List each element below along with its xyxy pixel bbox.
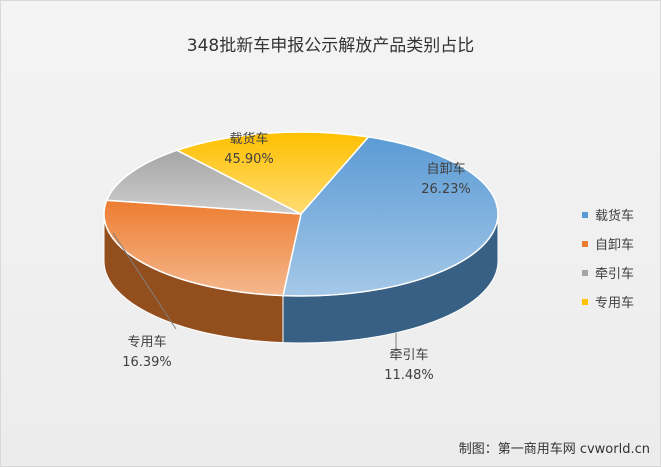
pie-slice-自卸车 <box>103 199 302 297</box>
data-label-name-牵引车: 牵引车 <box>389 347 428 363</box>
pie-slice-牵引车 <box>105 149 302 215</box>
legend: 载货车自卸车牵引车专用车 <box>582 200 634 316</box>
legend-swatch <box>582 240 588 247</box>
source-note: 制图：第一商用车网 cvworld.cn <box>458 442 650 457</box>
legend-label: 载货车 <box>595 209 635 224</box>
data-label-value-牵引车: 11.48% <box>384 368 434 383</box>
leader-line-专用车 <box>112 232 177 330</box>
legend-label: 专用车 <box>595 296 635 311</box>
data-label-name-专用车: 专用车 <box>127 334 166 350</box>
chart-title: 348批新车申报公示解放产品类别占比 <box>186 36 475 56</box>
legend-swatch <box>582 298 588 305</box>
legend-label: 自卸车 <box>595 238 635 253</box>
data-label-value-专用车: 16.39% <box>122 355 172 370</box>
pie-slice-专用车 <box>175 131 370 215</box>
legend-item-牵引车: 牵引车 <box>582 258 634 287</box>
legend-label: 牵引车 <box>595 267 635 282</box>
legend-item-自卸车: 自卸车 <box>582 229 634 258</box>
legend-item-载货车: 载货车 <box>582 200 634 229</box>
legend-item-专用车: 专用车 <box>582 287 634 316</box>
data-label-value-载货车: 45.90% <box>224 152 274 167</box>
legend-swatch <box>582 269 588 276</box>
data-label-name-载货车: 载货车 <box>229 131 268 147</box>
data-label-name-自卸车: 自卸车 <box>426 161 465 177</box>
legend-swatch <box>582 211 588 218</box>
pie-slice-载货车 <box>282 136 499 297</box>
data-label-value-自卸车: 26.23% <box>421 182 471 197</box>
